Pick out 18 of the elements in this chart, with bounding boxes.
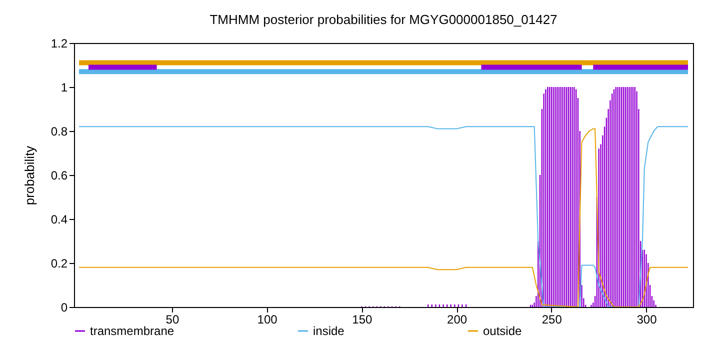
y-tick-label: 0.6 [50, 168, 68, 182]
legend-label: inside [313, 324, 345, 338]
y-tick-label: 0.2 [50, 256, 68, 270]
x-tick-label: 100 [257, 312, 278, 326]
y-axis-title: probability [22, 145, 37, 206]
y-tick-label: 0.8 [50, 124, 68, 138]
y-tick-label: 1.2 [50, 36, 68, 50]
x-tick-label: 250 [542, 312, 562, 326]
y-tick-label: 1 [60, 80, 68, 94]
y-tick-label: 0 [60, 300, 68, 314]
x-tick-label: 300 [636, 312, 658, 326]
x-tick-label: 50 [166, 312, 180, 326]
chart-title: TMHMM posterior probabilities for MGYG000001850_01427 [210, 12, 558, 27]
legend-label: outside [483, 324, 522, 338]
legend-label: transmembrane [90, 324, 174, 338]
x-tick-label: 200 [447, 312, 468, 326]
y-tick-label: 0.4 [50, 212, 68, 226]
x-tick-label: 150 [352, 312, 373, 326]
